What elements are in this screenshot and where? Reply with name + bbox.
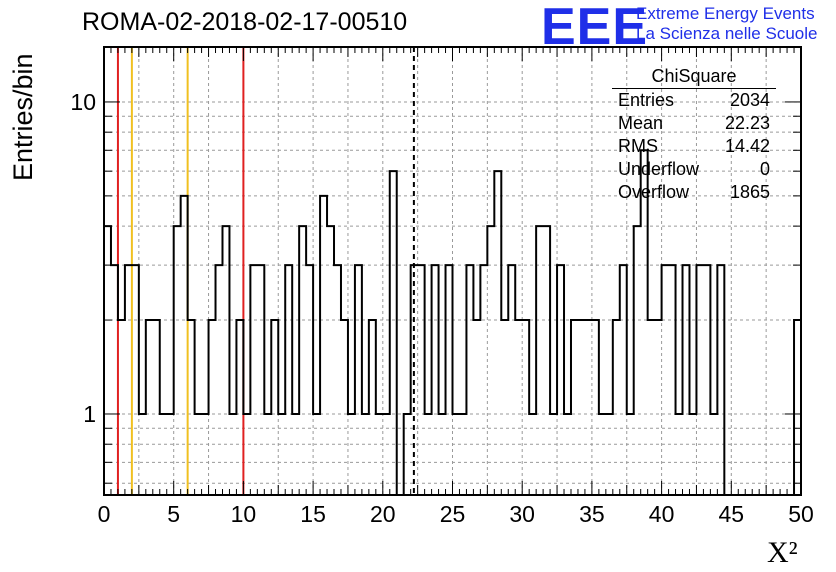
histogram-bin — [320, 196, 327, 495]
x-tick-label: 20 — [370, 501, 396, 527]
histogram-bin — [104, 226, 111, 495]
histogram-bin — [216, 265, 223, 495]
stats-value: 1865 — [729, 182, 770, 202]
x-tick-label: 5 — [167, 501, 180, 527]
histogram-bin — [696, 265, 703, 495]
histogram-bin — [446, 265, 453, 495]
histogram-bin — [571, 320, 578, 495]
stats-value: 0 — [759, 159, 770, 179]
histogram-bin — [132, 265, 139, 495]
histogram-bin — [794, 320, 801, 495]
stats-label: RMS — [618, 136, 658, 156]
histogram-bin — [669, 265, 676, 495]
histogram-bin — [522, 320, 529, 495]
histogram-bin — [543, 226, 550, 495]
eee-logo: EEE — [541, 0, 649, 56]
histogram-bin — [662, 265, 669, 495]
stats-box: ChiSquare Entries 2034 Mean 22.23 RMS 14… — [612, 66, 776, 204]
histogram-bin — [285, 265, 292, 495]
x-tick-label: 40 — [649, 501, 675, 527]
histogram-bin — [334, 265, 341, 495]
stats-row-mean: Mean 22.23 — [612, 112, 776, 135]
stats-label: Mean — [618, 113, 664, 133]
histogram-bin — [432, 265, 439, 495]
histogram-bin — [327, 226, 334, 495]
histogram-bin — [634, 226, 641, 495]
stats-label: Entries — [618, 90, 675, 110]
axes: 0 5 10 15 20 25 30 35 40 45 50 1 10 — [70, 46, 814, 527]
y-tick-label: 1 — [83, 401, 96, 427]
histogram-bin — [557, 265, 564, 495]
histogram-outline — [103, 149, 802, 496]
histogram-bin — [578, 320, 585, 495]
histogram-bin — [648, 320, 655, 495]
y-axis-label: Entries/bin — [8, 53, 38, 181]
x-tick-label: 45 — [719, 501, 745, 527]
stats-row-underflow: Underflow 0 — [612, 158, 776, 181]
x-tick-label: 15 — [300, 501, 326, 527]
histogram-bin — [236, 320, 243, 495]
histogram-bin — [355, 265, 362, 495]
histogram-bin — [250, 265, 257, 495]
histogram-bin — [515, 320, 522, 495]
logo-subtitle-line1: Extreme Energy Events — [636, 4, 815, 23]
x-tick-label: 10 — [231, 501, 257, 527]
histogram-bin — [222, 226, 229, 495]
histogram-bin — [306, 265, 313, 495]
stats-value: 2034 — [729, 90, 770, 110]
histogram-bin — [299, 226, 306, 495]
histogram-bin — [717, 265, 724, 495]
stats-row-overflow: Overflow 1865 — [612, 181, 776, 204]
histogram-bin — [257, 265, 264, 495]
stats-label: Underflow — [618, 159, 700, 179]
histogram-bin — [146, 320, 153, 495]
histogram-bin — [473, 320, 480, 495]
histogram-bin — [585, 320, 592, 495]
histogram-bin — [125, 265, 132, 495]
histogram-bin — [508, 265, 515, 495]
logo-subtitle-line2: La Scienza nelle Scuole — [636, 24, 818, 43]
histogram-bin — [369, 320, 376, 495]
histogram-bin — [466, 265, 473, 495]
histogram-bin — [487, 226, 494, 495]
histogram-bin — [620, 265, 627, 495]
x-tick-label: 30 — [509, 501, 535, 527]
stats-row-rms: RMS 14.42 — [612, 135, 776, 158]
histogram-bars — [103, 149, 802, 496]
stats-value: 22.23 — [724, 113, 770, 133]
run-title: ROMA-02-2018-02-17-00510 — [82, 8, 408, 36]
stats-title: ChiSquare — [612, 66, 776, 89]
stats-value: 14.42 — [724, 136, 770, 156]
x-tick-label: 0 — [98, 501, 111, 527]
histogram-bin — [111, 265, 118, 495]
histogram-bin — [683, 265, 690, 495]
histogram-bin — [494, 171, 501, 495]
x-tick-label: 35 — [579, 501, 605, 527]
stats-label: Overflow — [618, 182, 690, 202]
histogram-bin — [181, 196, 188, 495]
histogram-bin — [703, 265, 710, 495]
x-axis-label: X² — [767, 536, 798, 569]
x-tick-label: 25 — [440, 501, 466, 527]
histogram-bin — [592, 320, 599, 495]
histogram-bin — [118, 320, 125, 495]
histogram-bin — [390, 171, 397, 495]
histogram-bin — [501, 320, 508, 495]
histogram-bin — [209, 320, 216, 495]
histogram-bin — [188, 320, 195, 495]
histogram-bin — [174, 226, 181, 495]
histogram-bin — [480, 265, 487, 495]
histogram-bin — [655, 320, 662, 495]
histogram-bin — [153, 320, 160, 495]
stats-row-entries: Entries 2034 — [612, 89, 776, 112]
y-tick-label: 10 — [70, 89, 96, 115]
histogram-bin — [341, 320, 348, 495]
x-tick-label: 50 — [788, 501, 814, 527]
histogram-bin — [536, 226, 543, 495]
histogram-bin — [271, 320, 278, 495]
histogram-bin — [418, 265, 425, 495]
histogram-bin — [613, 320, 620, 495]
